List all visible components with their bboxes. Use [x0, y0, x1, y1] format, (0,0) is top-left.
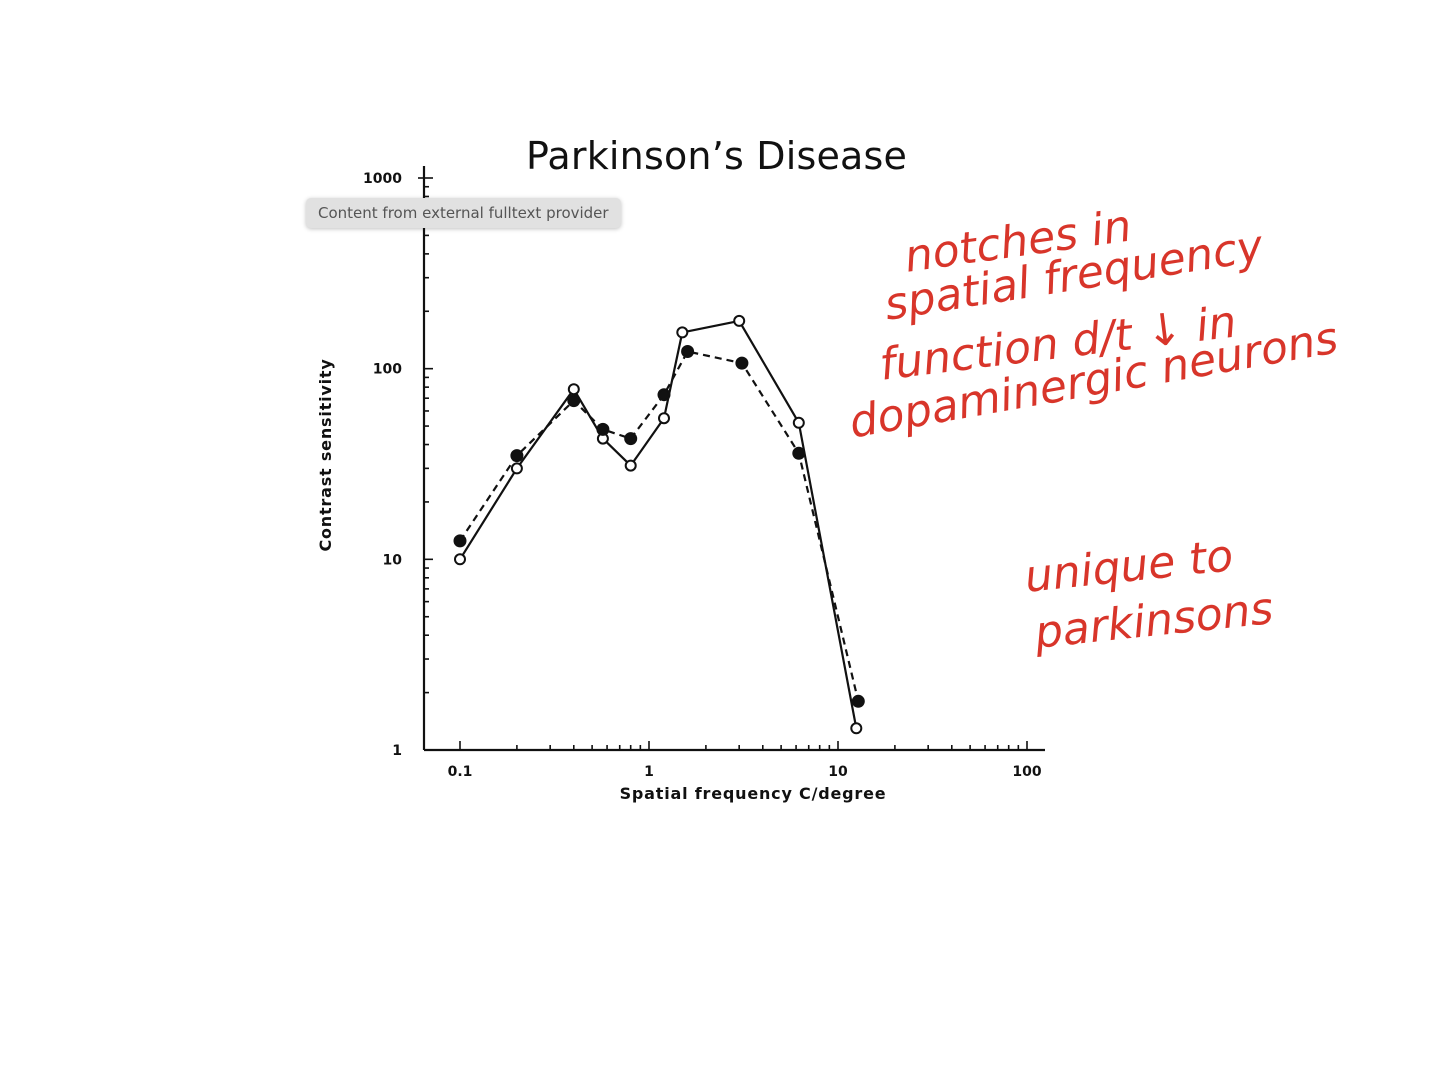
series-2-point: [735, 356, 749, 370]
series-2-point: [453, 534, 467, 548]
y-tick-label: 1000: [363, 171, 402, 187]
series-2-line: [459, 350, 860, 702]
series-1-point: [676, 326, 689, 339]
series-2-point: [596, 422, 610, 436]
series-2-point: [567, 394, 581, 408]
series-1-line: [459, 319, 858, 729]
x-tick-label: 1: [644, 764, 654, 780]
x-tick-label: 100: [1012, 764, 1041, 780]
series-2-point: [624, 432, 638, 446]
external-content-tooltip: Content from external fulltext provider: [306, 198, 621, 228]
series-1-point: [658, 412, 670, 425]
x-axis-label: Spatial frequency C/degree: [620, 784, 887, 803]
chart-ticks: 0.1 1 10 100 1 10 100 1000: [363, 171, 1042, 780]
x-tick-label: 10: [828, 764, 848, 780]
y-tick-label: 100: [373, 362, 402, 378]
series-1-point: [792, 416, 805, 429]
series-2-point: [510, 449, 524, 463]
series-1-point: [510, 462, 523, 475]
series-2-point: [657, 388, 671, 402]
series-1-point: [733, 314, 746, 327]
series-2-point: [792, 446, 806, 460]
chart-axes: [422, 166, 1045, 752]
series-2-point: [681, 345, 695, 358]
series-1-point: [567, 383, 580, 396]
chart-series: [453, 314, 865, 735]
y-axis-label: Contrast sensitivity: [316, 358, 335, 551]
x-tick-label: 0.1: [448, 764, 473, 780]
y-tick-label: 10: [383, 552, 403, 568]
series-1-point: [624, 459, 637, 472]
series-1-point: [454, 553, 466, 566]
series-2-point: [851, 694, 865, 708]
slide-title: Parkinson’s Disease: [526, 134, 908, 178]
series-1-point: [850, 722, 863, 735]
y-tick-label: 1: [392, 743, 402, 759]
